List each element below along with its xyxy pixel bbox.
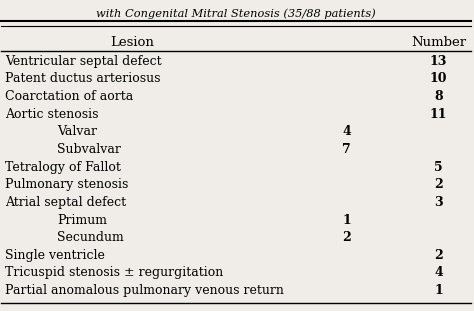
Text: 10: 10 (430, 72, 447, 86)
Text: Partial anomalous pulmonary venous return: Partial anomalous pulmonary venous retur… (5, 284, 284, 297)
Text: 11: 11 (430, 108, 447, 121)
Text: Ventricular septal defect: Ventricular septal defect (5, 55, 162, 68)
Text: Tricuspid stenosis ± regurgitation: Tricuspid stenosis ± regurgitation (5, 267, 224, 280)
Text: Patent ductus arteriosus: Patent ductus arteriosus (5, 72, 161, 86)
Text: 13: 13 (430, 55, 447, 68)
Text: Aortic stenosis: Aortic stenosis (5, 108, 99, 121)
Text: Valvar: Valvar (57, 125, 97, 138)
Text: 1: 1 (434, 284, 443, 297)
Text: Single ventricle: Single ventricle (5, 249, 105, 262)
Text: Atrial septal defect: Atrial septal defect (5, 196, 127, 209)
Text: 2: 2 (434, 249, 443, 262)
Text: Subvalvar: Subvalvar (57, 143, 121, 156)
Text: 8: 8 (434, 90, 443, 103)
Text: Secundum: Secundum (57, 231, 124, 244)
Text: Coarctation of aorta: Coarctation of aorta (5, 90, 134, 103)
Text: 1: 1 (342, 214, 351, 226)
Text: 4: 4 (434, 267, 443, 280)
Text: Lesion: Lesion (110, 36, 155, 49)
Text: with Congenital Mitral Stenosis (35/88 patients): with Congenital Mitral Stenosis (35/88 p… (96, 8, 376, 19)
Text: Number: Number (411, 36, 466, 49)
Text: Pulmonary stenosis: Pulmonary stenosis (5, 178, 129, 191)
Text: Primum: Primum (57, 214, 107, 226)
Text: 2: 2 (434, 178, 443, 191)
Text: 7: 7 (342, 143, 351, 156)
Text: 5: 5 (434, 160, 443, 174)
Text: 4: 4 (342, 125, 351, 138)
Text: 2: 2 (342, 231, 351, 244)
Text: 3: 3 (434, 196, 443, 209)
Text: Tetralogy of Fallot: Tetralogy of Fallot (5, 160, 121, 174)
